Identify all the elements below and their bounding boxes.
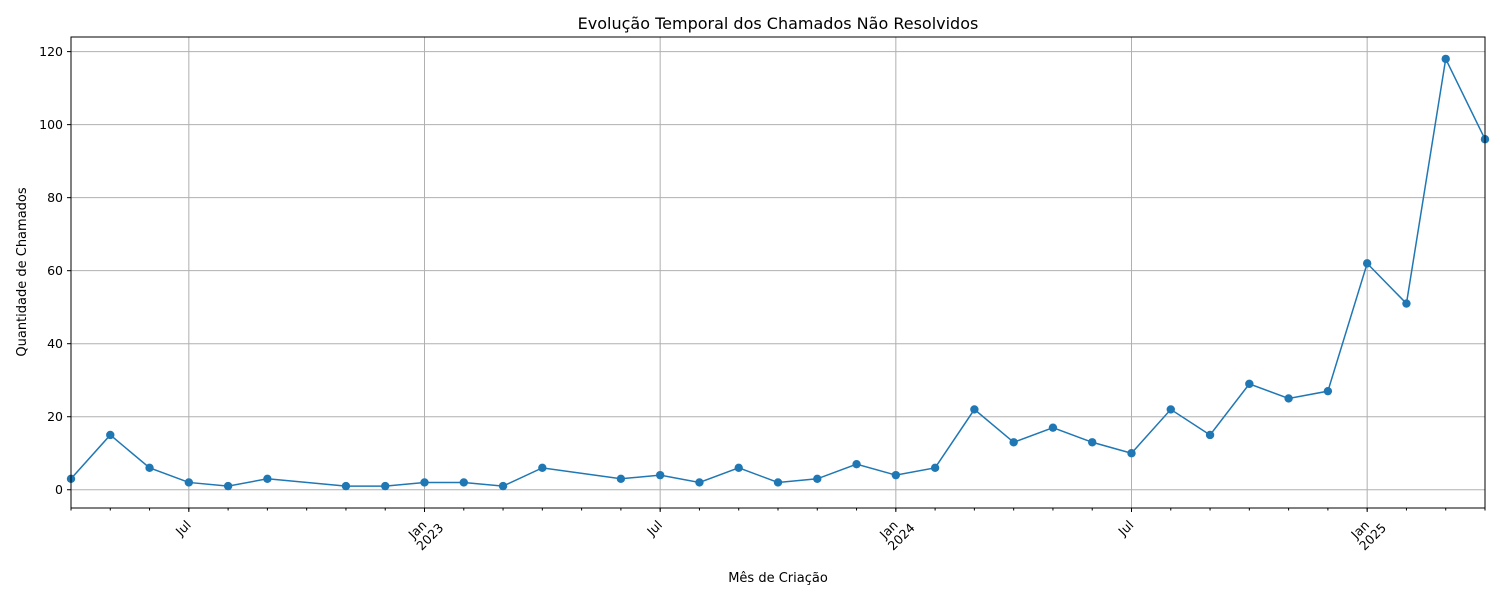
data-point: [341, 481, 351, 491]
grid-lines: [71, 37, 1485, 508]
data-point: [773, 478, 783, 487]
x-tick-label: Jul: [172, 517, 194, 539]
series-line: [70, 56, 1486, 487]
y-tick-label: 40: [47, 336, 63, 351]
data-point: [459, 478, 468, 487]
y-tick-label: 0: [55, 482, 63, 497]
data-point: [1402, 299, 1411, 308]
data-point: [106, 430, 115, 440]
y-tick-label: 120: [39, 44, 63, 59]
data-point: [498, 481, 508, 491]
y-tick-label: 80: [47, 190, 63, 205]
y-axis-label: Quantidade de Chamados: [15, 187, 30, 356]
series-layer: [66, 54, 1490, 491]
data-point: [223, 481, 233, 491]
data-point: [538, 463, 547, 473]
data-point: [145, 463, 154, 473]
data-point: [1441, 54, 1450, 64]
y-tick-label: 20: [47, 409, 63, 424]
y-tick-label: 100: [39, 117, 63, 132]
plot-frame: [70, 36, 1486, 509]
data-point: [381, 481, 390, 491]
data-point: [891, 470, 901, 480]
data-point: [1362, 259, 1372, 268]
data-point: [1088, 438, 1097, 447]
data-point: [616, 474, 626, 483]
data-point: [852, 459, 861, 469]
data-point: [1323, 386, 1333, 396]
data-point: [263, 474, 272, 483]
data-point: [970, 405, 979, 414]
data-point: [420, 478, 429, 487]
data-point: [734, 463, 743, 473]
data-point: [1009, 438, 1018, 447]
data-point: [1284, 394, 1293, 403]
data-point: [930, 463, 940, 473]
x-tick-label-group: Jul: [172, 517, 194, 539]
data-point: [1127, 449, 1136, 458]
data-point: [184, 478, 194, 487]
y-tick-label: 60: [47, 263, 63, 278]
y-axis-ticks: 0 20 40 60 80 100 120: [39, 44, 71, 497]
data-point: [1245, 379, 1254, 389]
x-tick-label: Jul: [1114, 517, 1136, 539]
data-point: [1205, 430, 1215, 440]
data-point: [813, 474, 822, 483]
x-tick-label-group: Jul: [643, 517, 665, 539]
data-point: [655, 470, 665, 480]
x-tick-label: Jul: [643, 517, 665, 539]
data-point: [695, 478, 704, 487]
x-tick-label-group: Jul: [1114, 517, 1136, 539]
chart-title: Evolução Temporal dos Chamados Não Resol…: [578, 14, 979, 33]
data-point: [1166, 405, 1175, 414]
x-axis-label: Mês de Criação: [728, 571, 828, 586]
data-point: [1048, 423, 1058, 432]
